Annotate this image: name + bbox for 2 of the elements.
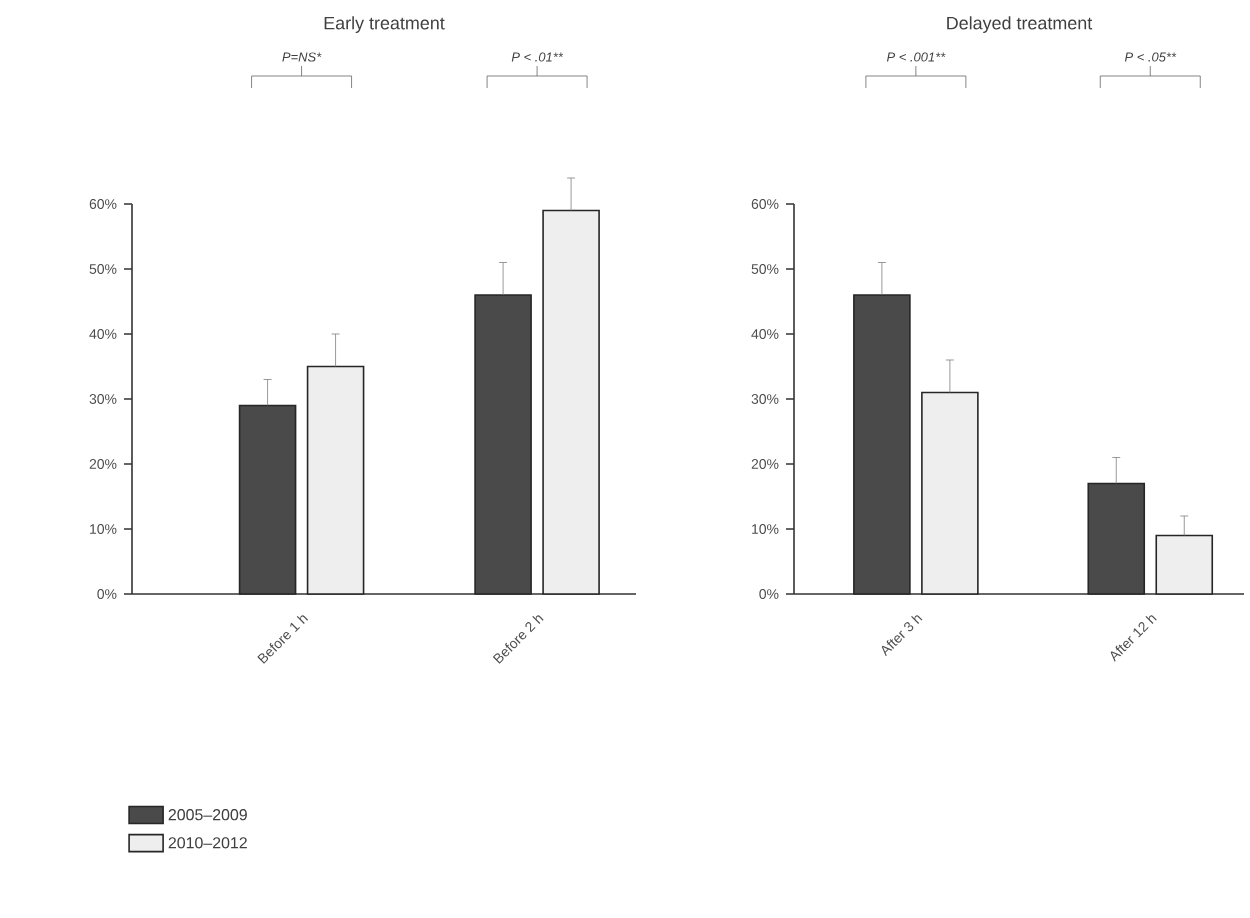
chart-title: Early treatment	[324, 16, 445, 33]
chart-title: Delayed treatment	[947, 16, 1093, 33]
